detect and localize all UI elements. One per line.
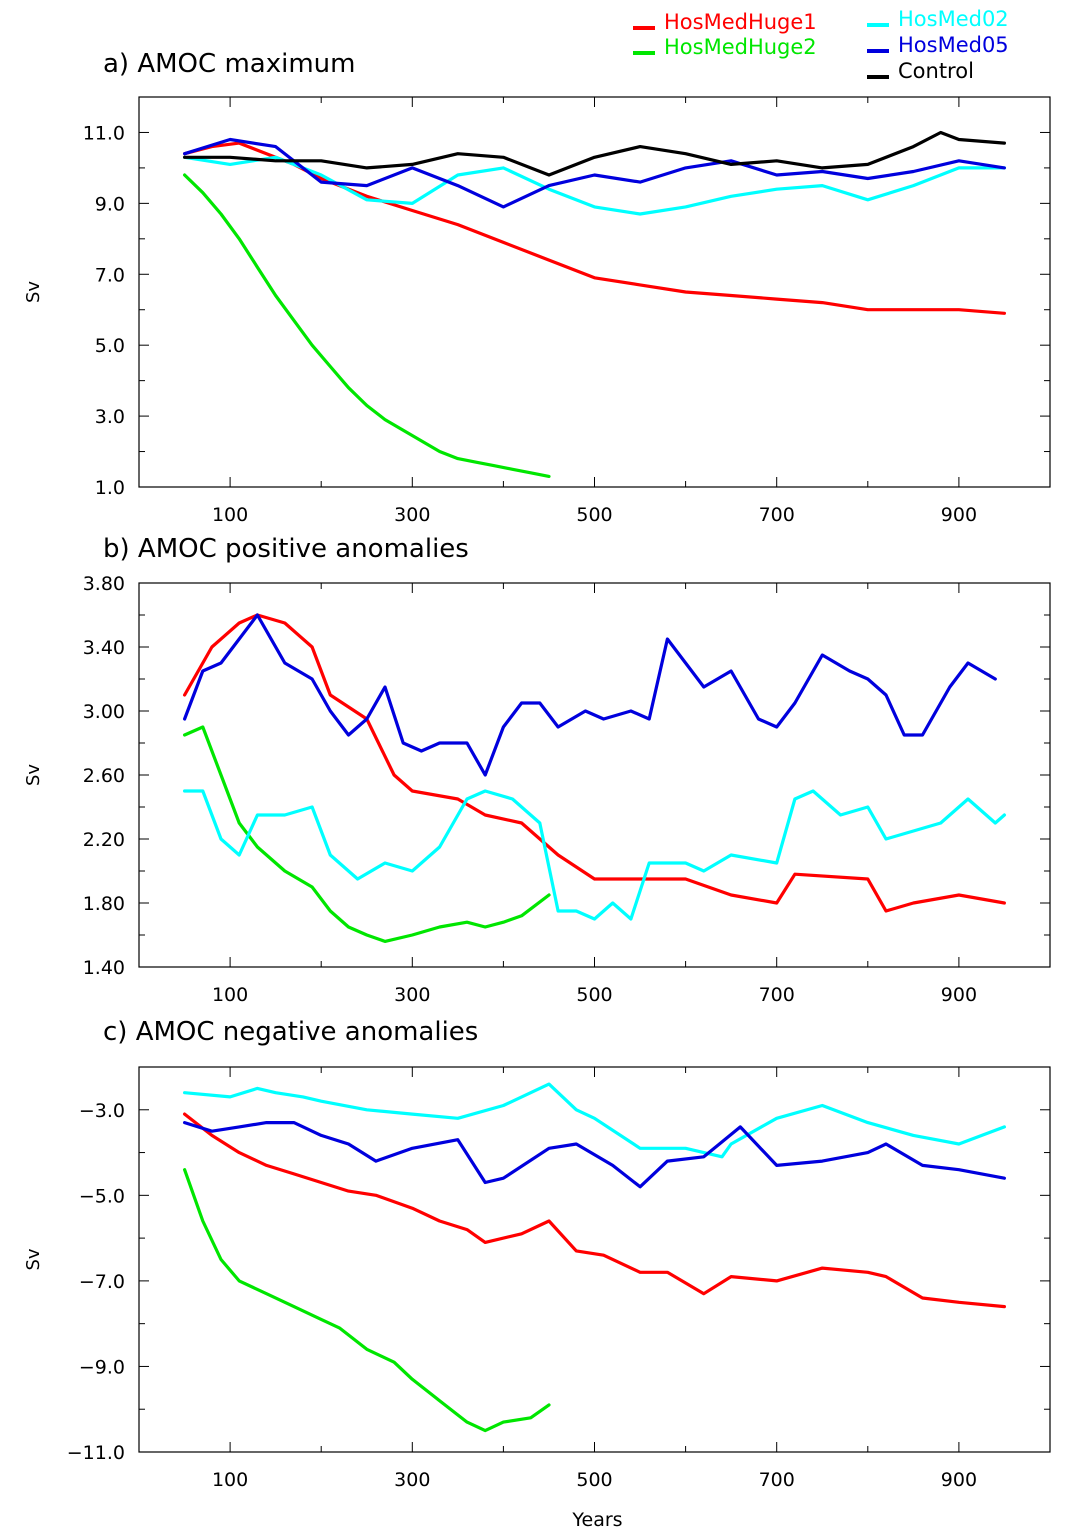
y-tick-label: 3.40 [83,637,125,659]
series-line-hosmedhuge2 [183,1168,551,1433]
plot-frame [138,1066,1051,1453]
y-tick-label: 7.0 [95,264,125,286]
series-line-hosmedhuge2 [183,173,551,478]
y-tick-label: 5.0 [95,335,125,357]
series-line-hosmed05 [183,1120,1007,1189]
y-tick-label: 3.80 [83,573,125,595]
series-line-hosmedhuge2 [183,725,551,944]
y-tick-label: 11.0 [83,122,125,144]
y-tick-label: 1.80 [83,893,125,915]
y-tick-label: 9.0 [95,193,125,215]
panel-b-amoc-positive-anomalies: 100 300 500 700 900 1.40 1.80 2.20 2.60 3.00 3.40 3… [23,534,1051,1006]
y-axis-label: Sv [23,764,44,786]
x-tick-label: 900 [941,504,977,526]
series-line-hosmed05 [183,613,997,777]
panel-title: a) AMOC maximum [103,49,355,79]
legend-label-hosmedhuge1: HosMedHuge1 [664,10,817,34]
legend-label-hosmed02: HosMed02 [898,7,1009,31]
x-axis-label: Years [571,1509,622,1529]
series-line-hosmedhuge1 [183,1112,1007,1309]
x-tick-label: 700 [759,1469,795,1491]
legend-label-hosmed05: HosMed05 [898,33,1009,57]
x-tick-label: 500 [576,504,612,526]
legend-label-control: Control [898,59,974,83]
y-tick-label: 1.0 [95,477,125,499]
x-tick-label: 500 [576,984,612,1006]
series-line-control [183,130,1007,177]
x-tick-label: 100 [212,984,248,1006]
y-tick-label: 3.0 [95,406,125,428]
plot-frame [138,96,1051,488]
y-tick-label: 1.40 [83,957,125,979]
y-tick-label: 3.00 [83,701,125,723]
y-tick-label: −7.0 [79,1271,125,1293]
panel-c-amoc-negative-anomalies: 100 300 500 700 900 −11.0 −9.0 −7.0 −5.0 −3.0 c) A… [23,1017,1051,1529]
y-tick-label: 2.60 [83,765,125,787]
series-line-hosmed02 [183,789,1007,921]
panel-title: b) AMOC positive anomalies [103,534,469,564]
y-tick-label: −5.0 [79,1185,125,1207]
x-tick-label: 500 [576,1469,612,1491]
series-line-hosmed05 [183,137,1007,209]
x-tick-label: 900 [941,1469,977,1491]
panel-title: c) AMOC negative anomalies [103,1017,478,1047]
x-tick-label: 700 [759,984,795,1006]
panel-a-amoc-maximum: 100 300 500 700 900 1.0 3.0 5.0 7.0 9.0 11.0 a) AMO… [23,49,1051,526]
y-tick-label: −3.0 [79,1100,125,1122]
x-tick-label: 300 [394,1469,430,1491]
y-axis-label: Sv [23,1248,44,1270]
y-tick-label: −11.0 [67,1442,125,1464]
y-axis-label: Sv [23,281,44,303]
series-line-hosmed02 [183,155,1007,216]
x-tick-label: 100 [212,1469,248,1491]
legend-label-hosmedhuge2: HosMedHuge2 [664,35,817,59]
y-tick-label: −9.0 [79,1356,125,1378]
x-tick-label: 900 [941,984,977,1006]
plot-frame [138,582,1051,968]
x-tick-label: 300 [394,984,430,1006]
x-tick-label: 100 [212,504,248,526]
series-line-hosmed02 [183,1082,1007,1159]
x-tick-label: 300 [394,504,430,526]
series-line-hosmedhuge1 [183,613,1007,913]
x-tick-label: 700 [759,504,795,526]
y-tick-label: 2.20 [83,829,125,851]
